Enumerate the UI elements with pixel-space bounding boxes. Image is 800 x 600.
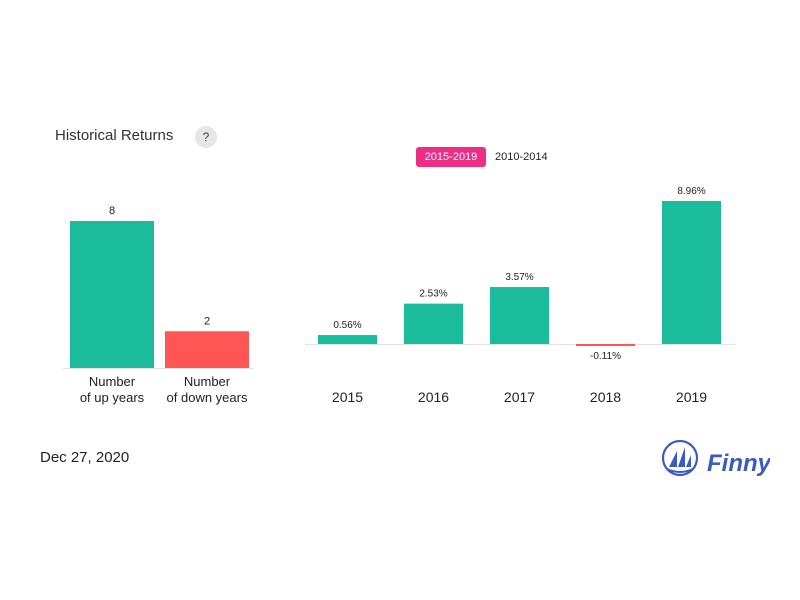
bar-down-years [165,331,249,368]
finny-logo: Finny [661,439,770,477]
bar-value-label: 2 [204,315,210,327]
page-title: Historical Returns [55,127,174,144]
tab-2010-2014[interactable]: 2010-2014 [495,151,548,163]
annual-returns-chart: 0.56% 2015 2.53% 2016 3.57% 2017 -0.11% 2018 8.9… [305,186,736,405]
x-tick-label: 2017 [504,389,535,405]
bar-value-label: 2.53% [419,289,447,300]
x-tick-label: 2019 [676,389,707,405]
logo-sail-icon [669,451,677,467]
bar-value-label: 8 [109,205,115,217]
category-label: Number [184,374,231,389]
logo-circle-icon [661,439,699,477]
bar-value-label: -0.11% [590,351,621,362]
logo-text: Finny [707,450,770,477]
bar-up-years [70,221,154,368]
bar-value-label: 3.57% [505,272,533,283]
category-label: Number [89,374,136,389]
bar-2017 [490,287,549,344]
x-tick-label: 2016 [418,389,449,405]
bar-2019 [662,201,721,344]
category-label: of down years [167,390,248,405]
tab-2015-2019[interactable]: 2015-2019 [416,147,486,167]
category-label: of up years [80,390,145,405]
help-icon[interactable]: ? [195,126,217,148]
as-of-date: Dec 27, 2020 [40,449,130,466]
bar-2015 [318,335,377,344]
bar-2018 [576,344,635,346]
x-tick-label: 2015 [332,389,363,405]
bar-value-label: 8.96% [677,186,705,197]
bar-value-label: 0.56% [333,320,361,331]
bar-2016 [404,303,463,344]
x-tick-label: 2018 [590,389,621,405]
